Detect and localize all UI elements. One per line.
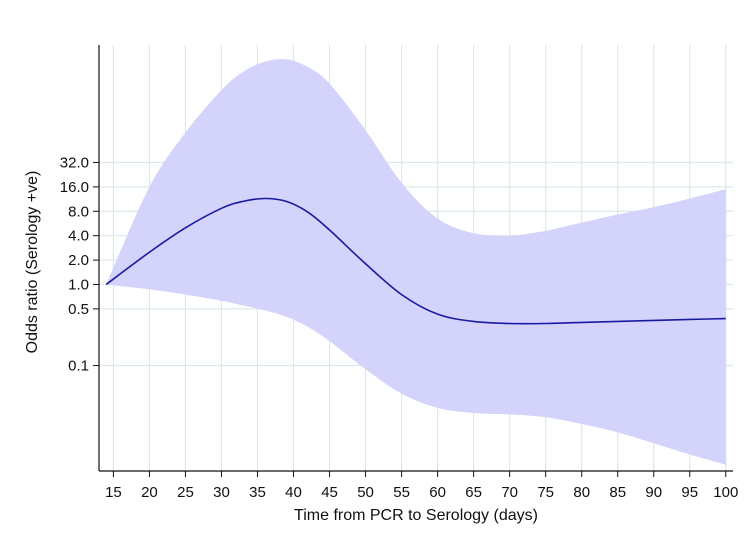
x-tick-label: 40 [285, 484, 302, 501]
y-tick-label: 2.0 [68, 252, 89, 269]
tick-labels: 15 20 25 30 35 40 45 50 55 60 65 70 75 80 85 90 95 100 0.1… [60, 154, 739, 501]
x-tick-label: 80 [573, 484, 590, 501]
y-tick-label: 0.5 [68, 301, 89, 318]
y-tick-label: 4.0 [68, 228, 89, 245]
confidence-band-area [106, 58, 726, 465]
x-tick-label: 70 [501, 484, 518, 501]
x-tick-label: 30 [213, 484, 230, 501]
x-tick-label: 60 [429, 484, 446, 501]
x-tick-label: 75 [537, 484, 554, 501]
x-tick-label: 65 [465, 484, 482, 501]
y-tick-label: 8.0 [68, 203, 89, 220]
confidence-band [106, 58, 726, 465]
x-tick-label: 15 [105, 484, 122, 501]
x-axis-title: Time from PCR to Serology (days) [294, 507, 538, 524]
x-tick-label: 90 [645, 484, 662, 501]
x-tick-label: 45 [321, 484, 338, 501]
y-tick-label: 1.0 [68, 276, 89, 293]
y-tick-label: 0.1 [68, 358, 89, 375]
x-tick-label: 95 [681, 484, 698, 501]
x-tick-label: 50 [357, 484, 374, 501]
x-tick-label: 85 [609, 484, 626, 501]
axes [93, 45, 733, 477]
x-tick-label: 35 [249, 484, 266, 501]
x-tick-label: 20 [141, 484, 158, 501]
odds-ratio-line [105, 197, 726, 325]
y-tick-label: 16.0 [60, 179, 89, 196]
x-tick-label: 25 [177, 484, 194, 501]
y-axis-title: Odds ratio (Serology +ve) [24, 171, 41, 354]
series-line [105, 197, 726, 325]
x-tick-label: 100 [713, 484, 738, 501]
y-tick-label: 32.0 [60, 154, 89, 171]
x-tick-label: 55 [393, 484, 410, 501]
